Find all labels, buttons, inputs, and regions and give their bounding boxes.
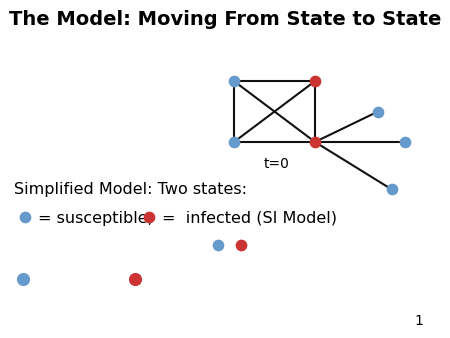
Text: The Model: Moving From State to State: The Model: Moving From State to State [9,10,441,29]
Text: 1: 1 [414,314,423,328]
Point [230,139,238,145]
Text: =  infected (SI Model): = infected (SI Model) [162,211,337,225]
Point [237,242,244,248]
Point [311,78,319,84]
Point [131,276,139,282]
Point [374,109,382,114]
Point [19,276,26,282]
Point [401,139,409,145]
Text: t=0: t=0 [264,157,290,171]
Point [388,187,395,192]
Point [215,242,222,248]
Point [311,139,319,145]
Point [21,215,28,220]
Point [230,78,238,84]
Text: = susceptible,: = susceptible, [38,211,153,225]
Point [145,215,152,220]
Text: Simplified Model: Two states:: Simplified Model: Two states: [14,182,247,197]
